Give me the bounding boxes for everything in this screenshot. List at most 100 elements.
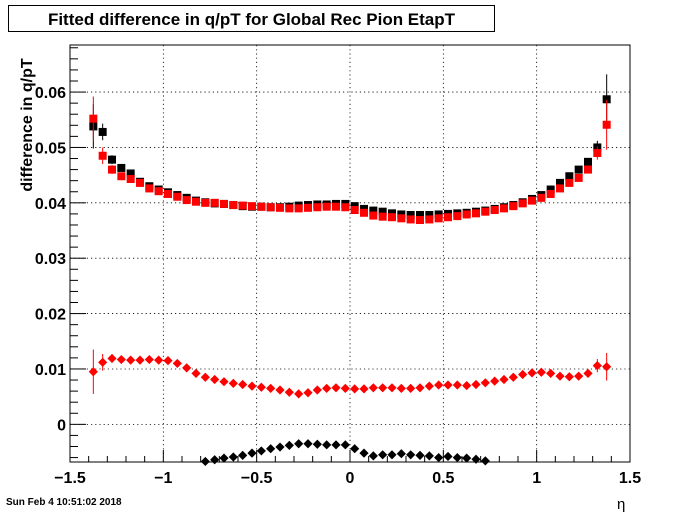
data-point (350, 206, 359, 215)
data-point (322, 383, 332, 393)
data-point (536, 367, 546, 377)
data-point (527, 368, 537, 378)
data-point (256, 446, 266, 456)
data-point (88, 367, 98, 377)
data-point (331, 383, 341, 393)
data-point (322, 440, 332, 450)
data-point (220, 199, 228, 208)
data-point (332, 202, 340, 211)
data-point (98, 357, 108, 367)
data-point (247, 448, 257, 458)
data-point (406, 383, 416, 393)
data-point (565, 172, 574, 181)
x-tick-label: −1 (154, 470, 172, 487)
data-point (266, 444, 276, 454)
data-point (452, 380, 462, 390)
data-point (452, 452, 462, 463)
data-point (396, 449, 406, 459)
y-tick-label: 0 (57, 417, 66, 434)
data-point (340, 440, 350, 450)
data-point (304, 203, 312, 212)
data-point (303, 439, 313, 449)
data-point (228, 378, 238, 388)
data-point (192, 197, 200, 206)
data-point (368, 383, 378, 393)
y-tick-label: 0.02 (35, 307, 66, 324)
axes: −1.5 −1 −0.5 0 0.5 1 1.5 0 0.01 0.02 0.03 0.04 0.05 0… (35, 47, 641, 487)
data-point (378, 207, 387, 216)
data-point (481, 207, 490, 216)
data-point (154, 187, 163, 196)
data-point (584, 165, 592, 174)
data-point (266, 203, 275, 212)
data-point (164, 189, 172, 198)
data-point (144, 354, 154, 365)
data-point (378, 450, 388, 460)
data-point (275, 442, 285, 452)
data-point (89, 114, 98, 123)
data-point (406, 215, 415, 224)
data-point (387, 383, 397, 393)
data-point (201, 198, 210, 207)
data-point (303, 388, 313, 398)
data-point (602, 95, 611, 104)
data-point (518, 199, 527, 208)
data-point (388, 213, 396, 222)
data-point (369, 211, 378, 220)
x-tick-label: 1.5 (619, 470, 641, 487)
data-point (406, 211, 415, 220)
data-point (416, 211, 424, 220)
data-point (424, 451, 434, 461)
data-point (275, 385, 285, 395)
data-point (136, 178, 144, 187)
data-point (257, 202, 266, 211)
data-point (472, 209, 480, 218)
data-point (546, 368, 556, 378)
data-point (415, 450, 425, 460)
data-point (182, 363, 192, 373)
data-point (135, 355, 145, 365)
data-point (499, 374, 509, 385)
series-3 (88, 349, 612, 399)
data-point (443, 451, 453, 462)
data-point (312, 439, 322, 449)
plot-frame (69, 44, 631, 463)
data-point (556, 178, 564, 187)
data-point (266, 383, 276, 393)
data-point (350, 384, 360, 394)
data-point (537, 193, 546, 202)
data-point (200, 456, 210, 467)
data-point (462, 453, 472, 463)
data-point (284, 440, 294, 450)
data-point (415, 383, 425, 393)
series-2 (89, 96, 611, 224)
data-point (276, 203, 284, 212)
data-point (602, 362, 612, 372)
y-axis-label: difference in q/pT (19, 58, 36, 192)
data-point (406, 450, 416, 460)
chart-title: Fitted difference in q/pT for Global Rec… (47, 10, 456, 29)
data-point (509, 202, 518, 211)
data-point (416, 215, 424, 224)
grid-lines (70, 45, 630, 462)
data-point (210, 198, 219, 207)
data-point (341, 203, 350, 212)
data-point (546, 185, 555, 194)
data-point (602, 120, 611, 129)
data-point (238, 379, 248, 390)
data-point (200, 372, 210, 382)
y-tick-label: 0.06 (35, 85, 66, 102)
data-point (191, 368, 201, 378)
data-point (574, 371, 584, 381)
data-point (248, 202, 256, 211)
data-point (172, 358, 182, 369)
data-point (256, 382, 266, 392)
x-tick-label: −1.5 (54, 470, 86, 487)
data-point (425, 211, 434, 220)
data-point (98, 127, 107, 136)
data-point (480, 456, 490, 466)
data-point (238, 450, 248, 460)
y-tick-label: 0.01 (35, 362, 66, 379)
data-point (107, 353, 117, 364)
